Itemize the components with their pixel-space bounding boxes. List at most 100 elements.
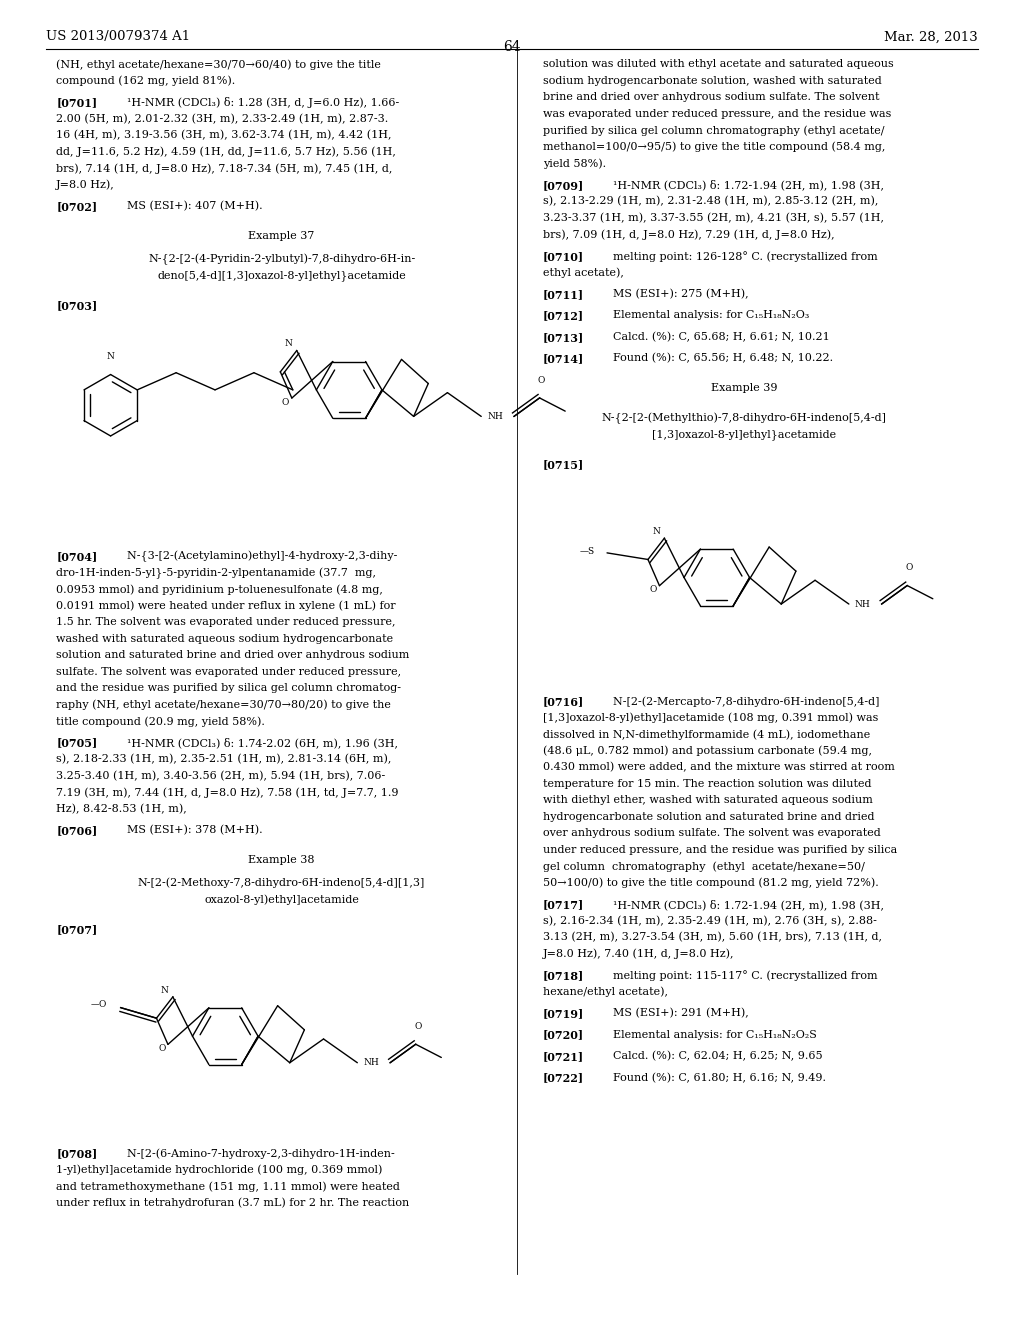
Text: Elemental analysis: for C₁₅H₁₈N₂O₃: Elemental analysis: for C₁₅H₁₈N₂O₃: [606, 310, 810, 321]
Text: US 2013/0079374 A1: US 2013/0079374 A1: [46, 30, 190, 44]
Text: sodium hydrogencarbonate solution, washed with saturated: sodium hydrogencarbonate solution, washe…: [543, 77, 882, 86]
Text: [0713]: [0713]: [543, 331, 584, 343]
Text: 0.0953 mmol) and pyridinium p-toluenesulfonate (4.8 mg,: 0.0953 mmol) and pyridinium p-toluenesul…: [56, 583, 383, 595]
Text: [0717]: [0717]: [543, 899, 584, 911]
Text: Example 37: Example 37: [249, 231, 314, 242]
Text: methanol=100/0→95/5) to give the title compound (58.4 mg,: methanol=100/0→95/5) to give the title c…: [543, 141, 885, 153]
Text: MS (ESI+): 378 (M+H).: MS (ESI+): 378 (M+H).: [120, 825, 262, 836]
Text: 3.13 (2H, m), 3.27-3.54 (3H, m), 5.60 (1H, brs), 7.13 (1H, d,: 3.13 (2H, m), 3.27-3.54 (3H, m), 5.60 (1…: [543, 932, 882, 942]
Text: compound (162 mg, yield 81%).: compound (162 mg, yield 81%).: [56, 77, 236, 87]
Text: [0706]: [0706]: [56, 825, 97, 836]
Text: brine and dried over anhydrous sodium sulfate. The solvent: brine and dried over anhydrous sodium su…: [543, 92, 880, 103]
Text: 1.5 hr. The solvent was evaporated under reduced pressure,: 1.5 hr. The solvent was evaporated under…: [56, 616, 396, 627]
Text: and tetramethoxymethane (151 mg, 1.11 mmol) were heated: and tetramethoxymethane (151 mg, 1.11 mm…: [56, 1181, 400, 1192]
Text: hexane/ethyl acetate),: hexane/ethyl acetate),: [543, 986, 668, 998]
Text: ¹H-NMR (CDCl₃) δ: 1.74-2.02 (6H, m), 1.96 (3H,: ¹H-NMR (CDCl₃) δ: 1.74-2.02 (6H, m), 1.9…: [120, 738, 397, 748]
Text: and the residue was purified by silica gel column chromatog-: and the residue was purified by silica g…: [56, 682, 401, 693]
Text: NH: NH: [364, 1059, 379, 1068]
Text: [0719]: [0719]: [543, 1008, 584, 1019]
Text: with diethyl ether, washed with saturated aqueous sodium: with diethyl ether, washed with saturate…: [543, 795, 872, 805]
Text: (48.6 μL, 0.782 mmol) and potassium carbonate (59.4 mg,: (48.6 μL, 0.782 mmol) and potassium carb…: [543, 746, 871, 756]
Text: N-[2-(2-Mercapto-7,8-dihydro-6H-indeno[5,4-d]: N-[2-(2-Mercapto-7,8-dihydro-6H-indeno[5…: [606, 696, 880, 708]
Text: title compound (20.9 mg, yield 58%).: title compound (20.9 mg, yield 58%).: [56, 715, 265, 727]
Text: dro-1H-inden-5-yl}-5-pyridin-2-ylpentanamide (37.7  mg,: dro-1H-inden-5-yl}-5-pyridin-2-ylpentana…: [56, 568, 377, 579]
Text: [0710]: [0710]: [543, 251, 584, 261]
Text: 1-yl)ethyl]acetamide hydrochloride (100 mg, 0.369 mmol): 1-yl)ethyl]acetamide hydrochloride (100 …: [56, 1164, 383, 1176]
Text: deno[5,4-d][1,3]oxazol-8-yl]ethyl}acetamide: deno[5,4-d][1,3]oxazol-8-yl]ethyl}acetam…: [158, 271, 406, 281]
Text: MS (ESI+): 407 (M+H).: MS (ESI+): 407 (M+H).: [120, 201, 262, 211]
Text: Calcd. (%): C, 62.04; H, 6.25; N, 9.65: Calcd. (%): C, 62.04; H, 6.25; N, 9.65: [606, 1051, 823, 1061]
Text: ¹H-NMR (CDCl₃) δ: 1.28 (3H, d, J=6.0 Hz), 1.66-: ¹H-NMR (CDCl₃) δ: 1.28 (3H, d, J=6.0 Hz)…: [120, 98, 399, 108]
Text: solution was diluted with ethyl acetate and saturated aqueous: solution was diluted with ethyl acetate …: [543, 59, 894, 70]
Text: O: O: [282, 397, 290, 407]
Text: [0709]: [0709]: [543, 180, 584, 191]
Text: N: N: [161, 986, 169, 995]
Text: yield 58%).: yield 58%).: [543, 158, 606, 169]
Text: purified by silica gel column chromatography (ethyl acetate/: purified by silica gel column chromatogr…: [543, 125, 884, 136]
Text: [1,3]oxazol-8-yl)ethyl]acetamide (108 mg, 0.391 mmol) was: [1,3]oxazol-8-yl)ethyl]acetamide (108 mg…: [543, 713, 879, 723]
Text: N-[2-(2-Methoxy-7,8-dihydro-6H-indeno[5,4-d][1,3]: N-[2-(2-Methoxy-7,8-dihydro-6H-indeno[5,…: [138, 878, 425, 888]
Text: raphy (NH, ethyl acetate/hexane=30/70→80/20) to give the: raphy (NH, ethyl acetate/hexane=30/70→80…: [56, 700, 391, 710]
Text: O: O: [414, 1022, 422, 1031]
Text: 2.00 (5H, m), 2.01-2.32 (3H, m), 2.33-2.49 (1H, m), 2.87-3.: 2.00 (5H, m), 2.01-2.32 (3H, m), 2.33-2.…: [56, 114, 388, 124]
Text: was evaporated under reduced pressure, and the residue was: was evaporated under reduced pressure, a…: [543, 108, 891, 119]
Text: O: O: [158, 1044, 166, 1053]
Text: [0720]: [0720]: [543, 1030, 584, 1040]
Text: N: N: [106, 352, 115, 362]
Text: —O: —O: [91, 1001, 108, 1010]
Text: Calcd. (%): C, 65.68; H, 6.61; N, 10.21: Calcd. (%): C, 65.68; H, 6.61; N, 10.21: [606, 331, 830, 342]
Text: O: O: [905, 564, 913, 573]
Text: N-{2-[2-(Methylthio)-7,8-dihydro-6H-indeno[5,4-d]: N-{2-[2-(Methylthio)-7,8-dihydro-6H-inde…: [602, 412, 887, 424]
Text: s), 2.13-2.29 (1H, m), 2.31-2.48 (1H, m), 2.85-3.12 (2H, m),: s), 2.13-2.29 (1H, m), 2.31-2.48 (1H, m)…: [543, 197, 879, 207]
Text: [0715]: [0715]: [543, 458, 584, 470]
Text: —S: —S: [580, 546, 595, 556]
Text: Elemental analysis: for C₁₅H₁₈N₂O₂S: Elemental analysis: for C₁₅H₁₈N₂O₂S: [606, 1030, 817, 1040]
Text: N-[2-(6-Amino-7-hydroxy-2,3-dihydro-1H-inden-: N-[2-(6-Amino-7-hydroxy-2,3-dihydro-1H-i…: [120, 1148, 394, 1159]
Text: brs), 7.14 (1H, d, J=8.0 Hz), 7.18-7.34 (5H, m), 7.45 (1H, d,: brs), 7.14 (1H, d, J=8.0 Hz), 7.18-7.34 …: [56, 164, 392, 174]
Text: [0705]: [0705]: [56, 738, 97, 748]
Text: Example 39: Example 39: [712, 383, 777, 393]
Text: [0708]: [0708]: [56, 1148, 97, 1159]
Text: dissolved in N,N-dimethylformamide (4 mL), iodomethane: dissolved in N,N-dimethylformamide (4 mL…: [543, 729, 870, 741]
Text: 64: 64: [503, 40, 521, 54]
Text: 7.19 (3H, m), 7.44 (1H, d, J=8.0 Hz), 7.58 (1H, td, J=7.7, 1.9: 7.19 (3H, m), 7.44 (1H, d, J=8.0 Hz), 7.…: [56, 787, 398, 797]
Text: Hz), 8.42-8.53 (1H, m),: Hz), 8.42-8.53 (1H, m),: [56, 804, 187, 814]
Text: washed with saturated aqueous sodium hydrogencarbonate: washed with saturated aqueous sodium hyd…: [56, 634, 393, 644]
Text: [0707]: [0707]: [56, 924, 97, 935]
Text: [0711]: [0711]: [543, 289, 584, 300]
Text: over anhydrous sodium sulfate. The solvent was evaporated: over anhydrous sodium sulfate. The solve…: [543, 828, 881, 838]
Text: [0714]: [0714]: [543, 352, 584, 364]
Text: [0712]: [0712]: [543, 310, 584, 321]
Text: O: O: [649, 585, 657, 594]
Text: Mar. 28, 2013: Mar. 28, 2013: [884, 30, 978, 44]
Text: [0704]: [0704]: [56, 550, 97, 562]
Text: 16 (4H, m), 3.19-3.56 (3H, m), 3.62-3.74 (1H, m), 4.42 (1H,: 16 (4H, m), 3.19-3.56 (3H, m), 3.62-3.74…: [56, 131, 392, 141]
Text: sulfate. The solvent was evaporated under reduced pressure,: sulfate. The solvent was evaporated unde…: [56, 667, 401, 677]
Text: gel column  chromatography  (ethyl  acetate/hexane=50/: gel column chromatography (ethyl acetate…: [543, 861, 864, 873]
Text: 3.25-3.40 (1H, m), 3.40-3.56 (2H, m), 5.94 (1H, brs), 7.06-: 3.25-3.40 (1H, m), 3.40-3.56 (2H, m), 5.…: [56, 771, 386, 781]
Text: MS (ESI+): 275 (M+H),: MS (ESI+): 275 (M+H),: [606, 289, 749, 300]
Text: 50→100/0) to give the title compound (81.2 mg, yield 72%).: 50→100/0) to give the title compound (81…: [543, 878, 879, 888]
Text: [0716]: [0716]: [543, 696, 584, 708]
Text: Found (%): C, 65.56; H, 6.48; N, 10.22.: Found (%): C, 65.56; H, 6.48; N, 10.22.: [606, 352, 834, 363]
Text: oxazol-8-yl)ethyl]acetamide: oxazol-8-yl)ethyl]acetamide: [204, 894, 359, 906]
Text: NH: NH: [487, 412, 503, 421]
Text: [0702]: [0702]: [56, 201, 97, 213]
Text: s), 2.18-2.33 (1H, m), 2.35-2.51 (1H, m), 2.81-3.14 (6H, m),: s), 2.18-2.33 (1H, m), 2.35-2.51 (1H, m)…: [56, 754, 392, 764]
Text: [0722]: [0722]: [543, 1072, 584, 1084]
Text: (NH, ethyl acetate/hexane=30/70→60/40) to give the title: (NH, ethyl acetate/hexane=30/70→60/40) t…: [56, 59, 381, 70]
Text: [0718]: [0718]: [543, 970, 584, 981]
Text: O: O: [538, 376, 546, 384]
Text: ¹H-NMR (CDCl₃) δ: 1.72-1.94 (2H, m), 1.98 (3H,: ¹H-NMR (CDCl₃) δ: 1.72-1.94 (2H, m), 1.9…: [606, 899, 884, 909]
Text: under reflux in tetrahydrofuran (3.7 mL) for 2 hr. The reaction: under reflux in tetrahydrofuran (3.7 mL)…: [56, 1197, 410, 1209]
Text: [0701]: [0701]: [56, 98, 97, 108]
Text: melting point: 126-128° C. (recrystallized from: melting point: 126-128° C. (recrystalliz…: [606, 251, 878, 261]
Text: NH: NH: [855, 599, 870, 609]
Text: Found (%): C, 61.80; H, 6.16; N, 9.49.: Found (%): C, 61.80; H, 6.16; N, 9.49.: [606, 1072, 826, 1082]
Text: temperature for 15 min. The reaction solution was diluted: temperature for 15 min. The reaction sol…: [543, 779, 871, 789]
Text: solution and saturated brine and dried over anhydrous sodium: solution and saturated brine and dried o…: [56, 649, 410, 660]
Text: J=8.0 Hz),: J=8.0 Hz),: [56, 180, 115, 190]
Text: N-{3-[2-(Acetylamino)ethyl]-4-hydroxy-2,3-dihy-: N-{3-[2-(Acetylamino)ethyl]-4-hydroxy-2,…: [120, 550, 397, 562]
Text: melting point: 115-117° C. (recrystallized from: melting point: 115-117° C. (recrystalliz…: [606, 970, 878, 981]
Text: s), 2.16-2.34 (1H, m), 2.35-2.49 (1H, m), 2.76 (3H, s), 2.88-: s), 2.16-2.34 (1H, m), 2.35-2.49 (1H, m)…: [543, 916, 877, 927]
